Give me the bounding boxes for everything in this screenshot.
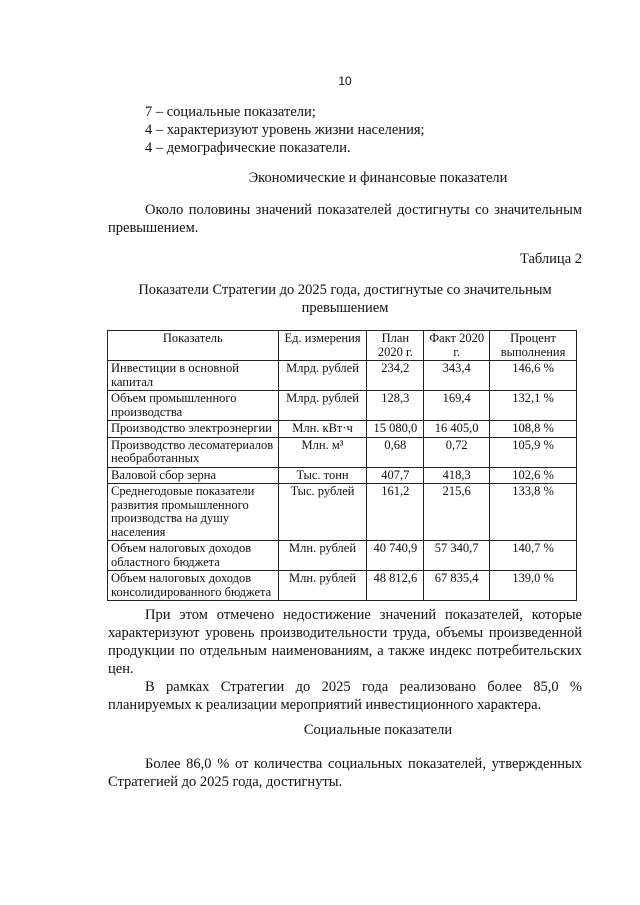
- value-cell: Млрд. рублей: [277, 360, 368, 391]
- table-row: Производство электроэнергии Млн. кВт·ч 15 …: [107, 420, 577, 438]
- indicator-name-cell: Производство электроэнергии: [107, 420, 279, 438]
- value-cell: 40 740,9: [366, 540, 425, 571]
- value-cell: 234,2: [366, 360, 425, 391]
- value-cell: 132,1 %: [489, 390, 577, 421]
- table-header-row: Показатель Ед. измерения План 2020 г. Фа…: [107, 330, 577, 361]
- value-cell: 67 835,4: [423, 570, 491, 601]
- value-cell: 418,3: [423, 466, 491, 484]
- value-cell: 133,8 %: [489, 483, 577, 541]
- table-row: Инвестиции в основной капитал Млрд. рубле…: [107, 360, 577, 391]
- value-cell: 0,68: [366, 436, 425, 468]
- value-cell: 102,6 %: [489, 466, 577, 484]
- value-cell: 15 080,0: [366, 420, 425, 438]
- header-cell: Показатель: [107, 330, 279, 361]
- list-item: 4 – характеризуют уровень жизни населени…: [145, 122, 425, 138]
- value-cell: 128,3: [366, 390, 425, 421]
- indicator-name-cell: Объем налоговых доходов консолидированно…: [107, 570, 279, 601]
- table-row: Среднегодовые показатели развития промыш…: [107, 483, 577, 541]
- table-caption: Таблица 2: [519, 251, 582, 267]
- value-cell: 57 340,7: [423, 540, 491, 571]
- value-cell: Млн. м³: [277, 436, 368, 468]
- value-cell: 161,2: [366, 483, 425, 541]
- header-cell: Ед. измерения: [277, 330, 368, 361]
- header-cell: Процент выполнения: [489, 330, 577, 361]
- value-cell: 105,9 %: [489, 436, 577, 468]
- indicator-name-cell: Среднегодовые показатели развития промыш…: [107, 483, 279, 541]
- value-cell: 16 405,0: [423, 420, 491, 438]
- value-cell: 139,0 %: [489, 570, 577, 601]
- list-item: 7 – социальные показатели;: [145, 104, 316, 120]
- table-row: Объем налоговых доходов областного бюдже…: [107, 540, 577, 571]
- page-number: 10: [338, 74, 352, 88]
- value-cell: 215,6: [423, 483, 491, 541]
- value-cell: 140,7 %: [489, 540, 577, 571]
- value-cell: Млн. кВт·ч: [277, 420, 368, 438]
- value-cell: Млрд. рублей: [277, 390, 368, 421]
- paragraph: В рамках Стратегии до 2025 года реализов…: [108, 679, 582, 713]
- indicator-name-cell: Инвестиции в основной капитал: [107, 360, 279, 391]
- table-row: Объем промышленного производства Млрд. ру…: [107, 390, 577, 421]
- indicator-name-cell: Валовой сбор зерна: [107, 466, 279, 484]
- paragraph: При этом отмечено недостижение значений …: [108, 607, 582, 677]
- value-cell: Млн. рублей: [277, 540, 368, 571]
- section-heading-economic: Экономические и финансовые показатели: [248, 170, 508, 186]
- indicator-name-cell: Производство лесоматериалов необработанн…: [107, 436, 279, 468]
- value-cell: Тыс. тонн: [277, 466, 368, 484]
- table-row: Производство лесоматериалов необработанн…: [107, 436, 577, 468]
- paragraph: Более 86,0 % от количества социальных по…: [108, 756, 582, 790]
- value-cell: 169,4: [423, 390, 491, 421]
- table-title: Показатели Стратегии до 2025 года, дости…: [138, 282, 552, 316]
- indicator-list: 7 – социальные показатели; 4 – характери…: [145, 103, 425, 157]
- value-cell: 0,72: [423, 436, 491, 468]
- table-row: Объем налоговых доходов консолидированно…: [107, 570, 577, 601]
- header-cell: Факт 2020 г.: [423, 330, 491, 361]
- value-cell: 343,4: [423, 360, 491, 391]
- section-heading-social: Социальные показатели: [303, 722, 453, 738]
- value-cell: 146,6 %: [489, 360, 577, 391]
- list-item: 4 – демографические показатели.: [145, 140, 351, 156]
- indicators-table: Показатель Ед. измерения План 2020 г. Фа…: [107, 330, 577, 601]
- paragraph: Около половины значений показателей дост…: [108, 202, 582, 236]
- indicator-name-cell: Объем промышленного производства: [107, 390, 279, 421]
- value-cell: Млн. рублей: [277, 570, 368, 601]
- value-cell: 48 812,6: [366, 570, 425, 601]
- header-cell: План 2020 г.: [366, 330, 425, 361]
- table-row: Валовой сбор зерна Тыс. тонн 407,7 418,3 102…: [107, 466, 577, 484]
- value-cell: 108,8 %: [489, 420, 577, 438]
- indicator-name-cell: Объем налоговых доходов областного бюдже…: [107, 540, 279, 571]
- value-cell: 407,7: [366, 466, 425, 484]
- value-cell: Тыс. рублей: [277, 483, 368, 541]
